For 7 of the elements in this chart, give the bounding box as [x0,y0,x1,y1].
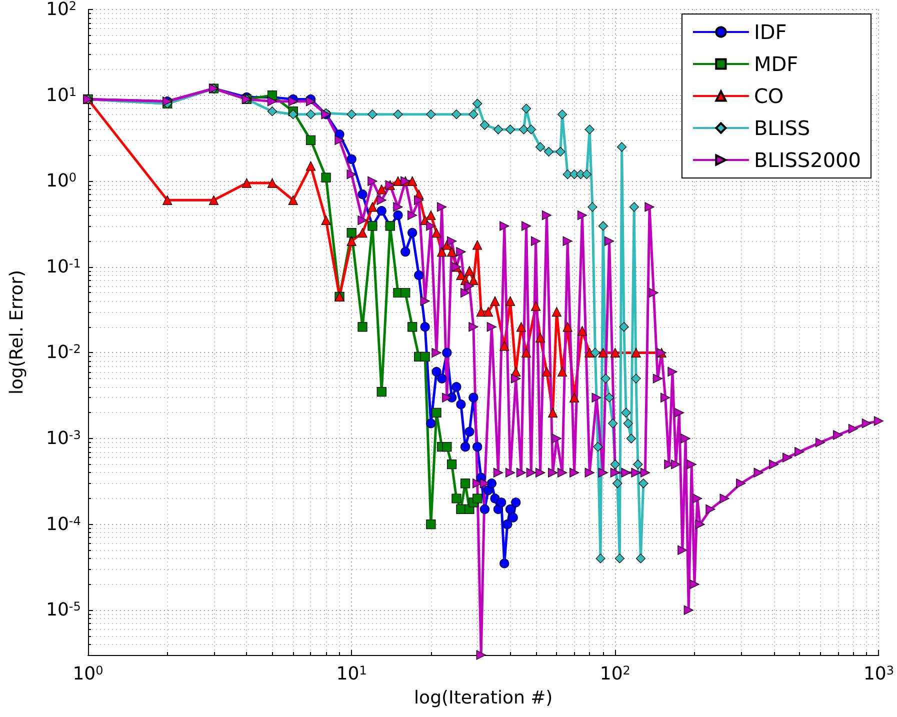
legend-label: BLISS2000 [754,148,862,172]
legend-label: BLISS [754,116,810,140]
legend-label: IDF [754,20,787,44]
y-axis-title: log(Rel. Error) [6,270,28,395]
legend-label: MDF [754,52,798,76]
legend-label: CO [754,84,784,108]
x-axis-title: log(Iteration #) [414,688,553,708]
